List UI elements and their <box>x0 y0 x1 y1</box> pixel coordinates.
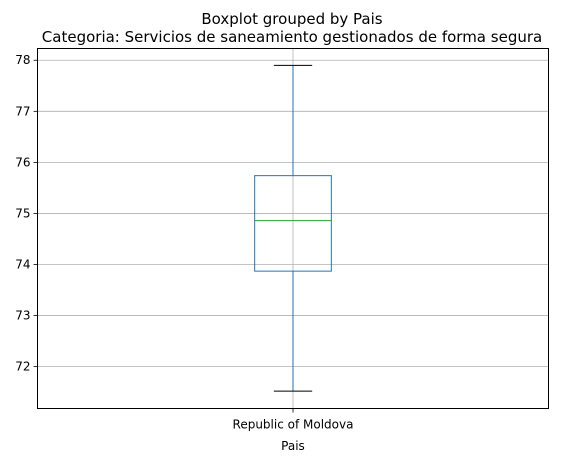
chart-title: Categoria: Servicios de saneamiento gest… <box>42 28 542 46</box>
y-axis: 72 73 74 75 76 77 78 <box>15 53 38 374</box>
chart-suptitle: Boxplot grouped by Pais <box>201 10 382 28</box>
y-tick-label: 78 <box>15 53 30 67</box>
y-tick-label: 73 <box>15 309 30 323</box>
box-iqr <box>254 175 332 272</box>
x-axis-label: Pais <box>281 439 305 453</box>
y-tick-label: 76 <box>15 155 30 169</box>
x-axis: Republic of Moldova <box>233 408 354 432</box>
x-tick-label: Republic of Moldova <box>233 418 354 432</box>
y-tick-label: 77 <box>15 104 30 118</box>
y-tick-label: 72 <box>15 360 30 374</box>
y-tick-label: 74 <box>15 258 30 272</box>
y-tick-label: 75 <box>15 206 30 220</box>
box-layer <box>254 64 332 392</box>
